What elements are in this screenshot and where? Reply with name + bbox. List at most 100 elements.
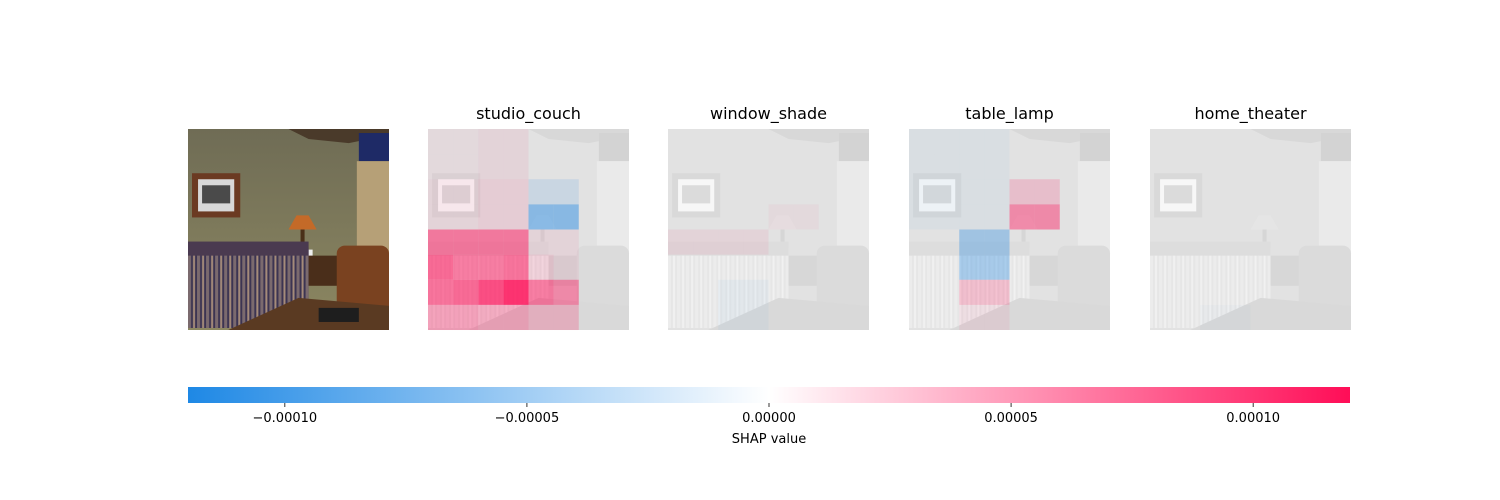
heatmap-studio-couch [428, 129, 579, 331]
heatmap-cell [1034, 204, 1060, 230]
heatmap-cell [453, 129, 479, 155]
heatmap-cell [453, 279, 479, 305]
heatmap-cell [743, 279, 769, 305]
heatmap-cell [453, 304, 479, 331]
heatmap-cell [668, 229, 694, 255]
heatmap-cell [743, 304, 769, 331]
heatmap-cell [428, 129, 454, 155]
colorbar-tick-label: 0.00010 [1226, 411, 1280, 426]
panel-title-window-shade: window_shade [710, 104, 827, 123]
heatmap-cell [959, 229, 985, 255]
heatmap-cell [528, 279, 554, 305]
heatmap-cell [934, 204, 960, 230]
heatmap-cell [718, 279, 744, 305]
heatmap-table-lamp [909, 129, 1060, 331]
heatmap-cell [428, 204, 454, 230]
heatmap-cell [478, 304, 504, 331]
heatmap-cell [909, 129, 935, 155]
heatmap-cell [693, 229, 719, 255]
heatmap-cell [959, 254, 985, 280]
heatmap-cell [528, 304, 554, 331]
heatmap-cell [718, 229, 744, 255]
colorbar-tick-label: 0.00000 [742, 411, 796, 426]
colorbar-tick-label: −0.00005 [495, 411, 560, 426]
heatmap-cell [959, 179, 985, 205]
heatmap-cell [428, 254, 454, 280]
heatmap-cell [984, 229, 1010, 255]
panel-background-table-lamp [909, 129, 1110, 330]
heatmap-cell [503, 154, 529, 180]
heatmap-cell [959, 279, 985, 305]
colorbar-tick-label: 0.00005 [984, 411, 1038, 426]
heatmap-cell [553, 304, 579, 331]
heatmap-cell [934, 129, 960, 155]
input-photo [188, 129, 389, 330]
heatmap-cell [528, 229, 554, 255]
heatmap-cell [503, 254, 529, 280]
heatmap-cell [453, 179, 479, 205]
heatmap-cell [428, 179, 454, 205]
colorbar [188, 387, 1350, 403]
heatmap-cell [768, 204, 794, 230]
heatmap-cell [909, 179, 935, 205]
heatmap-cell [478, 129, 504, 155]
panel-title-table-lamp: table_lamp [965, 104, 1054, 123]
heatmap-cell [553, 254, 579, 280]
heatmap-home-theater [1200, 305, 1250, 330]
heatmap-cell [528, 204, 554, 230]
heatmap-cell [528, 179, 554, 205]
heatmap-cell [478, 254, 504, 280]
heatmap-cell [503, 304, 529, 331]
heatmap-cell [984, 204, 1010, 230]
heatmap-cell [503, 279, 529, 305]
heatmap-cell [718, 304, 744, 331]
heatmap-cell [1225, 305, 1250, 330]
heatmap-cell [478, 154, 504, 180]
heatmap-cell [984, 304, 1010, 331]
heatmap-cell [934, 154, 960, 180]
heatmap-cell [934, 179, 960, 205]
heatmap-cell [984, 129, 1010, 155]
panel-background-home-theater [1150, 129, 1351, 330]
heatmap-cell [428, 279, 454, 305]
heatmap-cell [478, 204, 504, 230]
heatmap-cell [453, 154, 479, 180]
heatmap-cell [909, 154, 935, 180]
heatmap-cell [503, 179, 529, 205]
heatmap-window-shade [668, 204, 819, 331]
heatmap-cell [428, 154, 454, 180]
heatmap-cell [428, 304, 454, 331]
heatmap-cell [478, 179, 504, 205]
heatmap-cell [528, 254, 554, 280]
panel-title-studio-couch: studio_couch [476, 104, 581, 123]
heatmap-cell [959, 204, 985, 230]
colorbar-tick-label: −0.00010 [253, 411, 318, 426]
heatmap-cell [553, 179, 579, 205]
heatmap-cell [453, 204, 479, 230]
heatmap-cell [503, 204, 529, 230]
heatmap-cell [984, 254, 1010, 280]
heatmap-cell [478, 279, 504, 305]
heatmap-cell [1009, 179, 1035, 205]
heatmap-cell [984, 279, 1010, 305]
heatmap-cell [984, 154, 1010, 180]
heatmap-cell [959, 304, 985, 331]
heatmap-cell [793, 204, 819, 230]
heatmap-cell [453, 254, 479, 280]
colorbar-label: SHAP value [732, 432, 806, 447]
heatmap-cell [959, 154, 985, 180]
heatmap-cell [984, 179, 1010, 205]
heatmap-cell [553, 279, 579, 305]
heatmap-cell [743, 229, 769, 255]
heatmap-cell [503, 129, 529, 155]
heatmap-cell [1200, 305, 1225, 330]
heatmap-cell [1034, 179, 1060, 205]
heatmap-cell [553, 229, 579, 255]
heatmap-cell [1009, 204, 1035, 230]
heatmap-cell [453, 229, 479, 255]
heatmap-cell [959, 129, 985, 155]
panel-title-home-theater: home_theater [1194, 104, 1307, 123]
heatmap-cell [909, 204, 935, 230]
panel-background-window-shade [668, 129, 869, 330]
